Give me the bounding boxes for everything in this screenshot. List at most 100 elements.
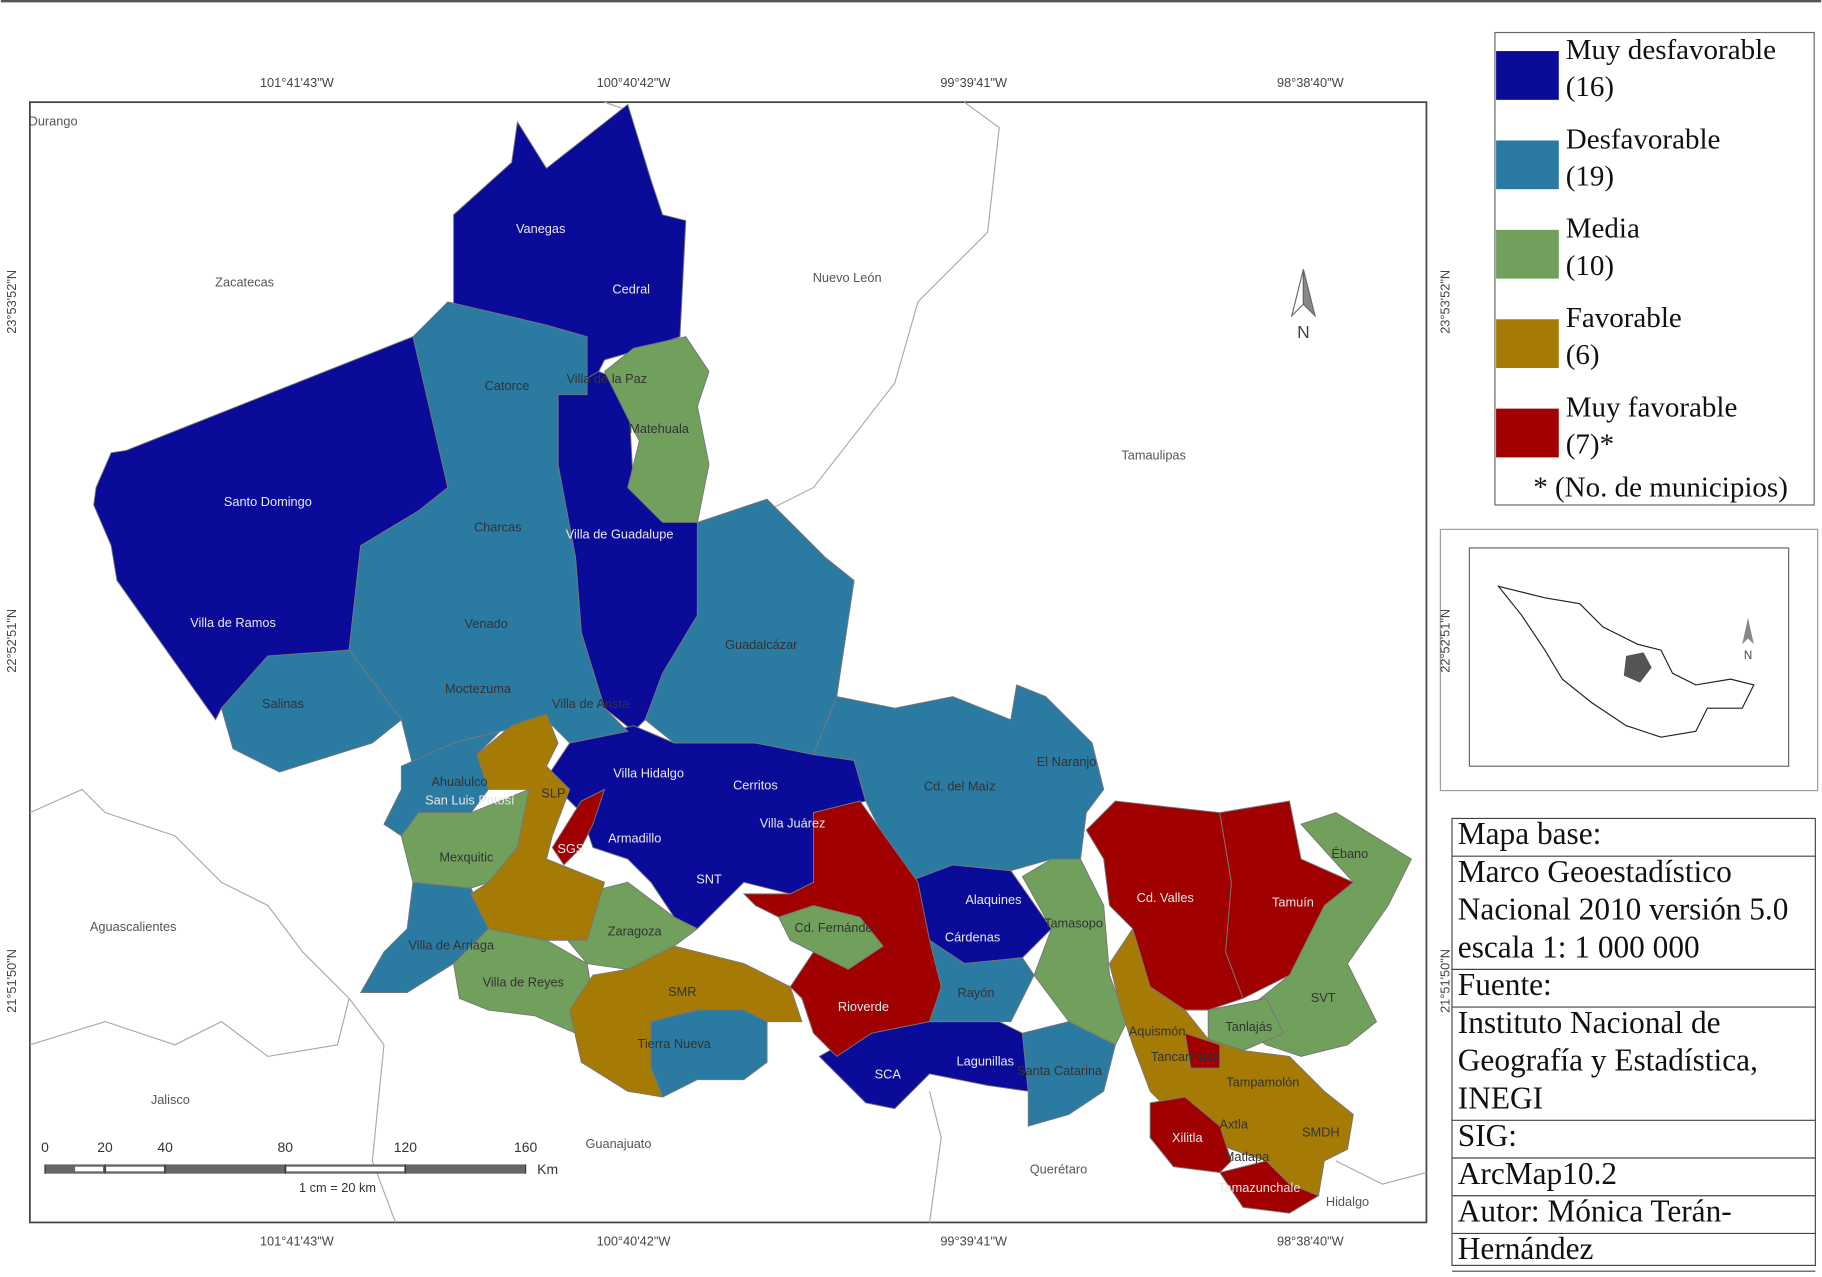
region-label: Hidalgo (1326, 1194, 1369, 1209)
municipality-label: SNT (696, 871, 722, 886)
municipality-label: Cedral (612, 282, 650, 297)
longitude-label: 98°38'40"W (1277, 75, 1344, 90)
latitude-label: 22°52'51"N (1438, 609, 1453, 673)
municipality-label: Zaragoza (608, 924, 663, 939)
scale-unit: Km (537, 1161, 558, 1177)
legend-label: Muy desfavorable (1566, 34, 1776, 66)
municipality-label: Rayón (958, 985, 995, 1000)
municipality-label: Villa de Ramos (190, 615, 276, 630)
inset-slp (1623, 652, 1652, 683)
scale-tick-label: 160 (514, 1139, 537, 1155)
municipality-label: SMDH (1302, 1124, 1340, 1139)
longitude-label: 99°39'41"W (940, 1234, 1007, 1249)
scale-tick-label: 80 (278, 1139, 294, 1155)
region-label: Nuevo León (813, 270, 882, 285)
info-line: Nacional 2010 versión 5.0 (1458, 892, 1789, 927)
municipality-area (1219, 800, 1355, 1000)
municipality-label: SLP (541, 785, 565, 800)
legend-swatch (1496, 319, 1559, 369)
municipality-area (929, 939, 1035, 1023)
region-label: Jalisco (151, 1092, 190, 1107)
municipality-label: Villa de Guadalupe (566, 527, 674, 542)
latitude-label: 23°53'52"N (1438, 270, 1453, 334)
longitude-label: 100°40'42"W (597, 1234, 671, 1249)
legend-footnote: * (No. de municipios) (1533, 472, 1788, 504)
municipality-label: Matehuala (629, 421, 690, 436)
region-label: Guanajuato (585, 1136, 651, 1151)
scale-segment (75, 1166, 104, 1172)
latitude-label: 23°53'52"N (4, 270, 19, 334)
municipality-label: SCA (875, 1066, 902, 1081)
municipality-label: Armadillo (608, 831, 661, 846)
region-label: Querétaro (1030, 1162, 1087, 1177)
municipality-label: Villa de Arriaga (408, 938, 495, 953)
municipality-label: Cd. Fernández (794, 920, 878, 935)
info-heading: Mapa base: (1458, 816, 1602, 851)
border (348, 998, 1427, 1223)
municipality-label: Matlapa (1224, 1149, 1270, 1164)
legend-label: Muy favorable (1566, 391, 1738, 423)
latitude-label: 21°51'50"N (1438, 949, 1453, 1013)
municipality-label: Tamuín (1272, 895, 1314, 910)
region-label: Tamaulipas (1121, 448, 1186, 463)
latitude-label: 22°52'51"N (4, 609, 19, 673)
municipality-area (812, 684, 1105, 883)
municipality-label: Cd. Valles (1137, 890, 1194, 905)
municipality-label: Rioverde (838, 999, 889, 1014)
municipality-label: Lagunillas (957, 1054, 1015, 1069)
municipality-label: Villa Hidalgo (613, 766, 684, 781)
legend-count: (6) (1566, 339, 1600, 371)
legend-swatch (1496, 229, 1559, 279)
municipality-area (1219, 1160, 1320, 1214)
longitude-label: 99°39'41"W (940, 75, 1007, 90)
region-label: Zacatecas (215, 275, 274, 290)
municipality-label: El Naranjo (1037, 754, 1097, 769)
municipality-label: Charcas (474, 520, 522, 535)
legend-count: (16) (1566, 71, 1614, 103)
municipality-label: Tamasopo (1044, 915, 1103, 930)
latitude-label: 21°51'50"N (4, 949, 19, 1013)
info-line: Marco Geoestadístico (1458, 854, 1732, 889)
municipality-label: Ahualulco (431, 774, 487, 789)
longitude-label: 98°38'40"W (1277, 1234, 1344, 1249)
inset-north-label: N (1744, 649, 1752, 662)
info-heading: Fuente: (1458, 967, 1552, 1002)
municipality-label: Alaquines (965, 892, 1021, 907)
legend-count: (10) (1566, 250, 1614, 282)
municipality-label: Vanegas (516, 221, 565, 236)
municipality-label: SGS (557, 841, 584, 856)
info-line: INEGI (1458, 1080, 1543, 1115)
municipality-area (220, 649, 403, 773)
scale-segment (106, 1166, 164, 1172)
border (29, 788, 350, 1058)
longitude-label: 101°41'43"W (260, 75, 334, 90)
info-heading: Autor: Mónica Terán- (1458, 1193, 1732, 1228)
inset-north-arrow (1742, 617, 1754, 645)
info-line: Instituto Nacional de (1458, 1005, 1721, 1040)
scale-tick-label: 40 (157, 1139, 173, 1155)
north-arrow: N (1290, 269, 1317, 342)
municipality-label: Tamazunchale (1218, 1180, 1300, 1195)
info-line: ArcMap10.2 (1458, 1156, 1617, 1191)
municipality-area (1149, 1096, 1232, 1174)
legend-label: Desfavorable (1566, 123, 1721, 155)
municipality-label: Villa de Arista (552, 696, 630, 711)
municipality-area (348, 301, 629, 767)
municipality-area (603, 336, 710, 523)
municipality-label: SMR (668, 984, 696, 999)
municipality-label: Venado (464, 616, 507, 631)
municipality-label: Villa Juárez (760, 816, 826, 831)
municipality-area (1184, 1032, 1221, 1069)
north-label: N (1297, 322, 1310, 342)
region-label: Aguascalientes (90, 919, 177, 934)
scale-tick-label: 0 (41, 1139, 49, 1155)
municipality-label: Xilitla (1172, 1130, 1203, 1145)
municipality-label: Cd. del Maíz (924, 778, 996, 793)
legend-swatch (1496, 51, 1559, 100)
municipality-label: Catorce (485, 378, 530, 393)
scale-tick-label: 20 (97, 1139, 113, 1155)
info-box (1451, 817, 1816, 1266)
municipality-label: Santa Catarina (1017, 1063, 1103, 1078)
longitude-label: 101°41'43"W (260, 1234, 334, 1249)
